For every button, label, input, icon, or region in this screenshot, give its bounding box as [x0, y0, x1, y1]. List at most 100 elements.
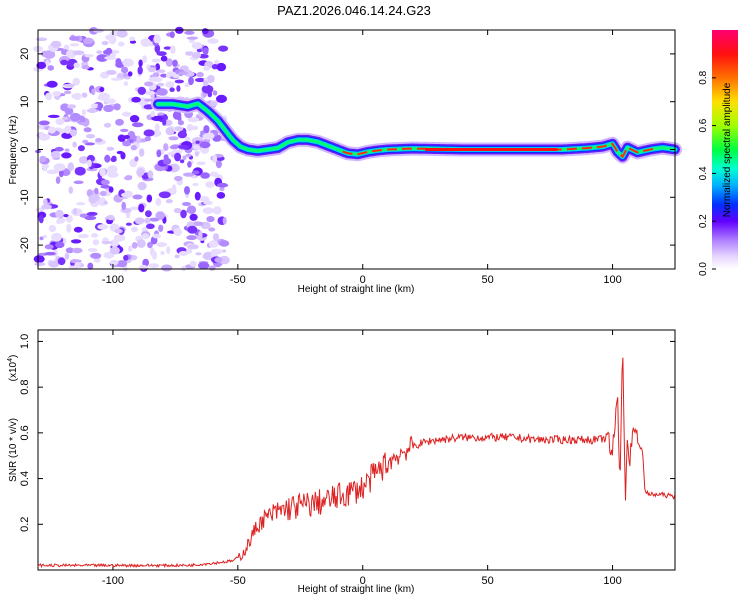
noise-blob: [88, 194, 97, 204]
noise-blob: [180, 209, 187, 219]
noise-blob: [122, 140, 132, 147]
noise-blob: [33, 255, 45, 264]
noise-blob: [34, 262, 46, 267]
noise-blob: [163, 143, 169, 152]
noise-blob: [218, 45, 229, 52]
noise-blob: [68, 265, 80, 269]
noise-blob: [69, 36, 80, 41]
noise-blob: [101, 179, 110, 186]
noise-blob: [44, 251, 56, 256]
noise-blob: [156, 149, 162, 158]
noise-blob: [177, 120, 184, 126]
noise-blob: [81, 65, 90, 70]
noise-blob: [108, 186, 114, 193]
noise-blob: [222, 217, 227, 225]
noise-blob: [95, 138, 103, 143]
snr-x-tick-label: -50: [230, 575, 246, 587]
noise-blob: [158, 191, 171, 199]
noise-blob: [90, 252, 102, 259]
noise-blob: [73, 92, 82, 101]
noise-blob: [216, 182, 229, 188]
noise-blob: [116, 260, 128, 268]
noise-blob: [172, 73, 180, 79]
snr-series-line: [37, 357, 675, 569]
noise-blob: [152, 233, 161, 239]
noise-blob: [65, 247, 75, 254]
noise-blob: [84, 215, 97, 221]
colorbar-tick-label: 0.2: [698, 214, 709, 228]
noise-blob: [107, 171, 119, 178]
noise-blob: [139, 148, 145, 157]
noise-blob: [104, 98, 116, 104]
noise-blob: [187, 244, 199, 250]
noise-blob: [150, 110, 156, 118]
noise-blob: [219, 240, 230, 247]
noise-blob: [97, 224, 109, 230]
noise-blob: [148, 263, 160, 269]
noise-blob: [93, 28, 104, 33]
noise-blob: [47, 65, 54, 71]
noise-blob: [156, 69, 166, 73]
noise-blob: [129, 40, 137, 44]
noise-blob: [210, 101, 218, 107]
noise-blob: [191, 42, 203, 50]
noise-blob: [81, 109, 87, 116]
noise-blob: [125, 222, 132, 226]
noise-blob: [39, 236, 44, 241]
noise-blob: [82, 139, 89, 144]
noise-blob: [155, 63, 161, 71]
noise-blob: [87, 107, 97, 114]
noise-blob: [214, 59, 220, 65]
noise-blob: [87, 262, 94, 270]
noise-blob: [181, 202, 192, 206]
noise-blob: [198, 231, 203, 239]
noise-blob: [165, 58, 173, 67]
noise-blob: [196, 161, 206, 166]
noise-blob: [55, 118, 65, 125]
noise-blob: [219, 255, 230, 265]
noise-blob: [168, 136, 179, 141]
noise-blob: [162, 117, 167, 126]
noise-blob: [203, 65, 210, 71]
noise-blob: [125, 175, 133, 179]
noise-blob: [91, 233, 99, 238]
noise-blob: [147, 67, 157, 73]
noise-blob: [110, 239, 119, 248]
noise-blob: [207, 38, 219, 44]
noise-blob: [210, 252, 218, 258]
noise-blob: [84, 142, 96, 146]
svg-text:(x104): (x104): [7, 355, 19, 382]
noise-blob: [174, 79, 184, 84]
spectrogram-y-tick-label: -20: [19, 237, 31, 253]
noise-blob: [128, 245, 133, 252]
noise-blob: [87, 248, 98, 252]
noise-blob: [173, 207, 182, 214]
colorbar-tick-label: 0.8: [698, 70, 709, 84]
noise-blob: [186, 205, 197, 214]
noise-blob: [55, 241, 65, 249]
noise-blob: [131, 122, 144, 128]
noise-blob: [155, 197, 162, 206]
noise-blob: [189, 213, 198, 221]
noise-blob: [157, 112, 165, 116]
noise-blob: [219, 186, 225, 192]
noise-blob: [203, 200, 213, 205]
noise-blob: [165, 199, 173, 204]
noise-blob: [178, 251, 188, 256]
snr-panel: -100 -50 0 50 100 0.2 0.4 0.6 0.8 1.0 Height of …: [7, 329, 676, 595]
noise-blob: [127, 71, 133, 77]
noise-blob: [67, 162, 75, 172]
noise-blob: [74, 166, 86, 176]
noise-blob: [111, 155, 117, 161]
noise-blob: [105, 70, 117, 75]
noise-blob: [215, 159, 222, 169]
noise-blob: [196, 71, 204, 78]
snr-y-tick-label: 1.0: [19, 334, 31, 349]
noise-blob: [117, 134, 126, 142]
colorbar-tick-label: 0.4: [698, 166, 709, 180]
noise-blob: [58, 169, 64, 178]
noise-blob: [110, 52, 116, 57]
noise-blob: [78, 122, 89, 126]
noise-blob: [86, 211, 98, 216]
noise-blob: [45, 59, 50, 66]
